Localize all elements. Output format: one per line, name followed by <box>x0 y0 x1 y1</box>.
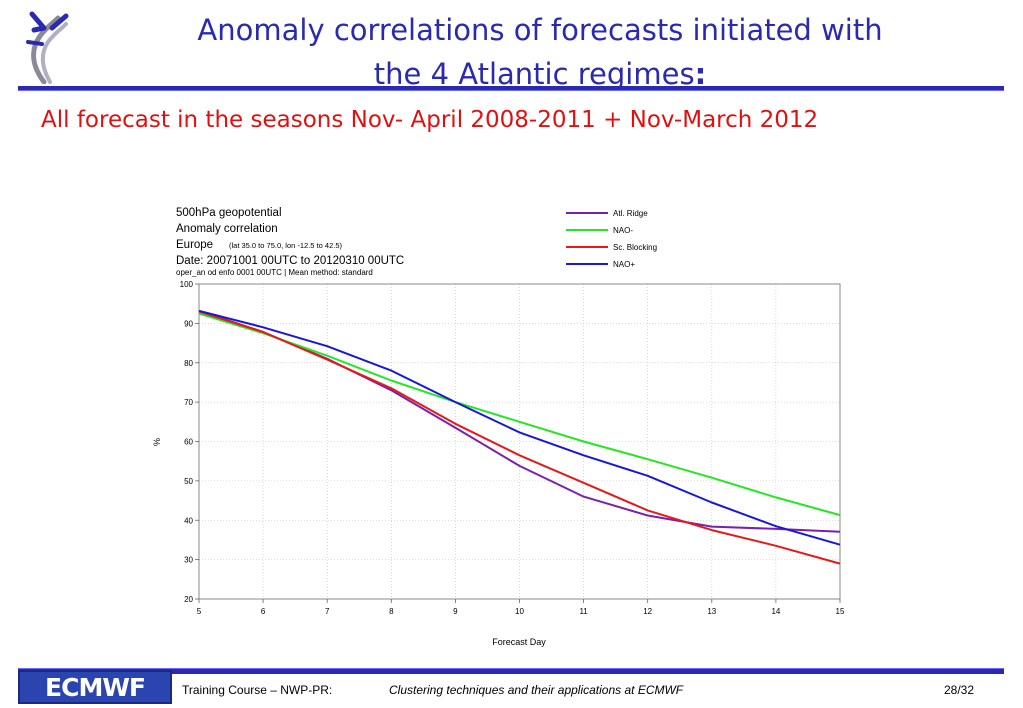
legend-label: Sc. Blocking <box>613 243 657 252</box>
legend-label: NAO- <box>613 226 633 235</box>
series-line-nao- <box>198 312 841 517</box>
slide-subtitle: All forecast in the seasons Nov- April 2… <box>41 107 819 133</box>
title-line-1: Anomaly correlations of forecasts initia… <box>197 13 883 47</box>
bottom-divider <box>18 668 1004 674</box>
y-axis-ticks: 20 30 40 50 60 70 80 90 100 <box>180 280 199 604</box>
legend-label: Atl. Ridge <box>613 209 648 218</box>
title-colon: : <box>694 57 707 91</box>
chart-region-detail: (lat 35.0 to 75.0, lon -12.5 to 42.5) <box>229 241 342 250</box>
anomaly-correlation-chart: 500hPa geopotential Anomaly correlation … <box>152 207 845 647</box>
chart-title-line-2: Anomaly correlation <box>176 223 278 235</box>
chart-title-line-4: Date: 20071001 00UTC to 20120310 00UTC <box>176 255 404 267</box>
x-tick-label: 12 <box>643 607 652 616</box>
legend-label: NAO+ <box>613 260 635 269</box>
title-line-2-text: the 4 Atlantic regimes <box>373 57 695 91</box>
series-line-nao- <box>198 309 841 546</box>
ecmwf-logo-text: ECMWF <box>45 672 146 702</box>
x-tick-label: 8 <box>389 607 394 616</box>
footer-course: Training Course – NWP-PR: <box>182 683 333 697</box>
x-tick-label: 14 <box>771 607 780 616</box>
x-tick-label: 15 <box>836 607 845 616</box>
x-tick-label: 7 <box>325 607 330 616</box>
series-line-sc-blocking <box>198 310 841 565</box>
y-tick-label: 30 <box>184 556 193 565</box>
x-tick-label: 6 <box>261 607 266 616</box>
chart-method-line: oper_an od enfo 0001 00UTC | Mean method… <box>176 268 373 277</box>
y-tick-label: 90 <box>184 319 193 328</box>
y-axis-label: % <box>152 438 162 446</box>
y-tick-label: 70 <box>184 398 193 407</box>
ecmwf-emblem-icon <box>26 11 69 84</box>
chart-legend: Atl. Ridge NAO- Sc. Blocking NAO+ <box>566 209 657 269</box>
chart-title-line-1: 500hPa geopotential <box>176 207 282 219</box>
x-tick-label: 13 <box>707 607 716 616</box>
top-divider <box>18 86 1004 91</box>
title-line-2: the 4 Atlantic regimes: <box>120 52 960 96</box>
chart-header: 500hPa geopotential Anomaly correlation … <box>176 207 404 277</box>
ecmwf-footer-logo: ECMWF <box>18 670 172 704</box>
chart-title-line-3: Europe <box>176 239 213 251</box>
x-tick-label: 5 <box>197 607 202 616</box>
chart-series <box>198 309 841 565</box>
x-axis-ticks: 5 6 7 8 9 10 11 12 13 14 15 <box>197 599 845 616</box>
x-axis-label: Forecast Day <box>492 637 546 647</box>
y-tick-label: 60 <box>184 438 193 447</box>
slide-title: Anomaly correlations of forecasts initia… <box>120 8 960 96</box>
chart-grid <box>198 283 841 600</box>
footer-topic: Clustering techniques and their applicat… <box>389 683 684 697</box>
y-tick-label: 80 <box>184 359 193 368</box>
y-tick-label: 20 <box>184 595 193 604</box>
y-tick-label: 50 <box>184 477 193 486</box>
page-number: 28/32 <box>944 683 975 697</box>
x-tick-label: 11 <box>579 607 588 616</box>
y-tick-label: 100 <box>180 280 194 289</box>
x-tick-label: 10 <box>515 607 524 616</box>
y-tick-label: 40 <box>184 516 193 525</box>
x-tick-label: 9 <box>453 607 458 616</box>
